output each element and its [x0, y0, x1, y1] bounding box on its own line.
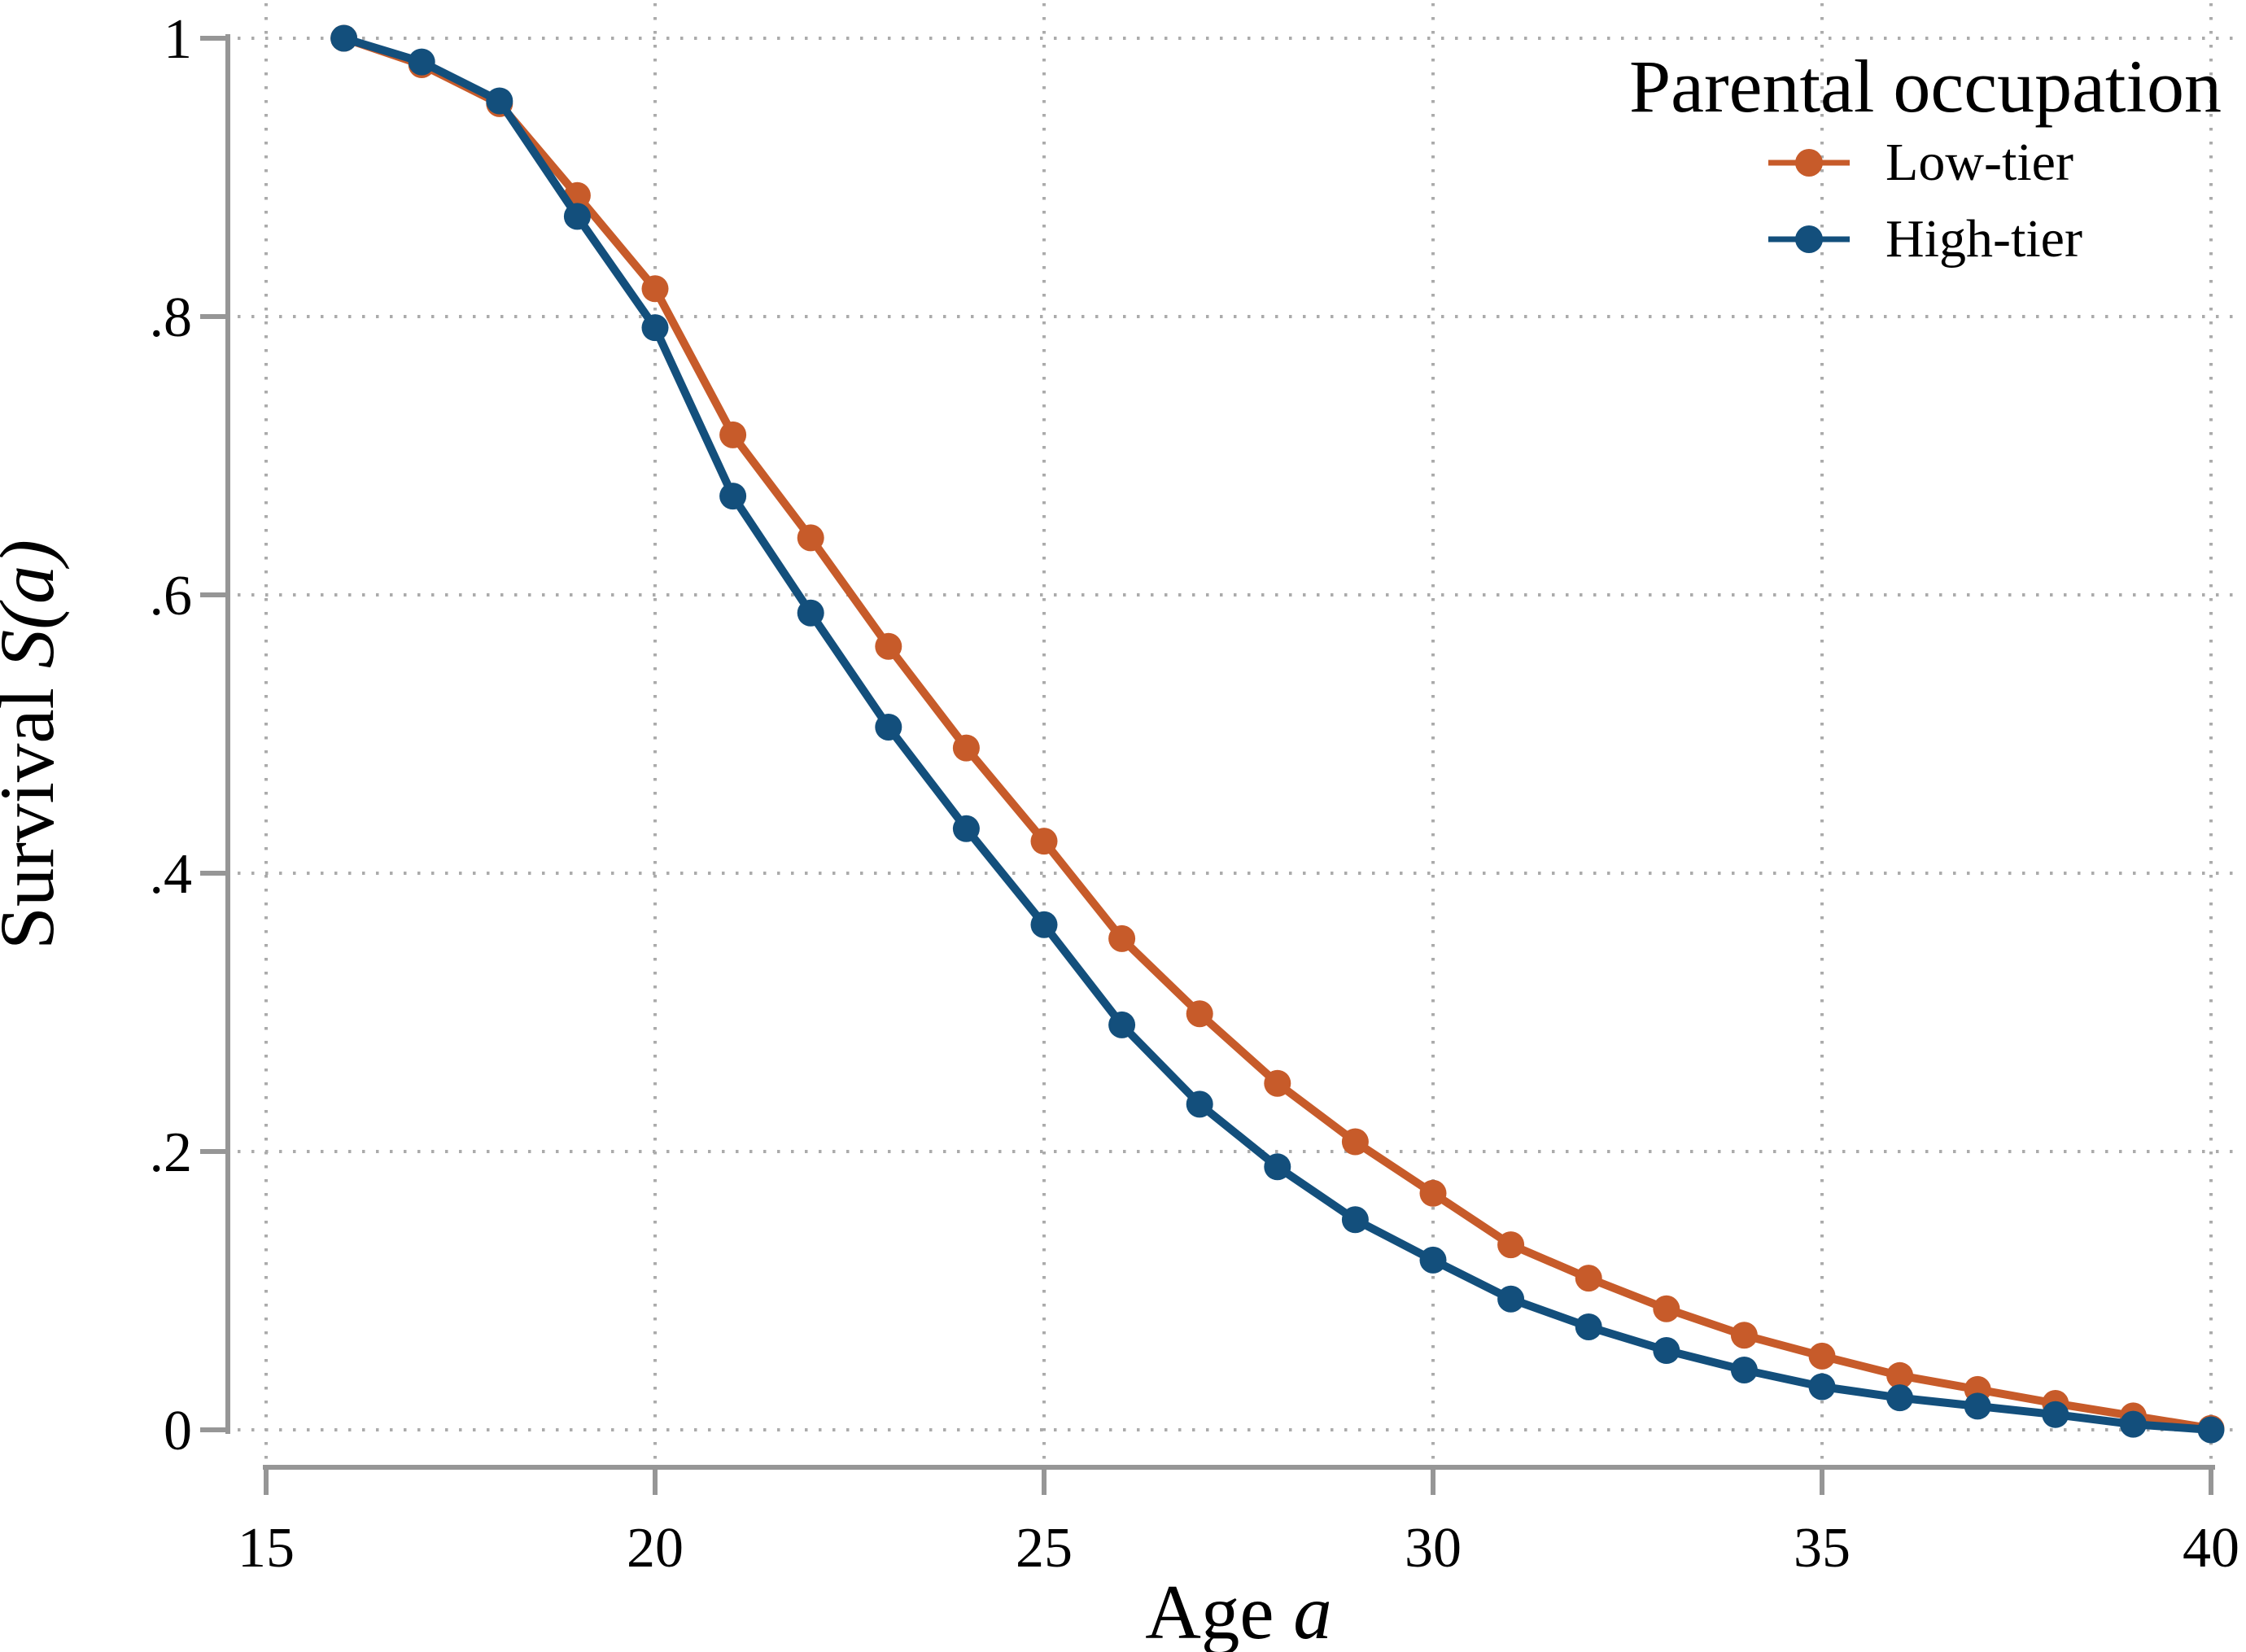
gridlines — [238, 3, 2239, 1464]
axes — [200, 34, 2215, 1495]
data-point-marker — [330, 24, 358, 52]
data-point-marker — [797, 524, 824, 552]
x-tick-label: 25 — [1016, 1517, 1073, 1580]
data-point-marker — [2119, 1410, 2147, 1438]
data-point-marker — [408, 48, 435, 76]
tick-labels: 0 .2 .4 .6 .8 1 15 20 25 30 35 40 — [150, 8, 2240, 1580]
data-point-marker — [1653, 1337, 1680, 1365]
data-point-marker — [875, 632, 902, 660]
data-point-marker — [2197, 1416, 2225, 1444]
data-point-marker — [1264, 1153, 1291, 1181]
data-point-marker — [1730, 1322, 1758, 1349]
legend-title: Parental occupation — [1628, 45, 2222, 128]
x-tick-label: 35 — [1794, 1517, 1851, 1580]
data-point-marker — [1730, 1356, 1758, 1383]
data-point-marker — [1341, 1206, 1369, 1234]
data-point-marker — [1186, 1090, 1213, 1118]
data-point-marker — [641, 275, 669, 303]
data-point-marker — [1186, 1000, 1213, 1028]
x-tick-label: 40 — [2183, 1517, 2239, 1580]
data-point-marker — [1886, 1384, 1914, 1412]
data-point-marker — [1030, 911, 1058, 938]
x-tick-label: 15 — [238, 1517, 295, 1580]
data-point-marker — [1030, 828, 1058, 855]
x-tick-label: 30 — [1405, 1517, 1462, 1580]
data-point-marker — [952, 734, 980, 762]
data-point-marker — [1341, 1128, 1369, 1156]
data-point-marker — [1264, 1069, 1291, 1097]
data-point-marker — [797, 599, 824, 627]
data-point-marker — [1886, 1361, 1914, 1389]
data-point-marker — [1653, 1295, 1680, 1322]
y-tick-label: .4 — [150, 843, 193, 906]
data-point-marker — [1575, 1313, 1602, 1340]
data-point-marker — [1108, 1011, 1136, 1038]
legend-label-low-tier: Low-tier — [1886, 133, 2073, 193]
data-point-marker — [1108, 924, 1136, 952]
data-point-marker — [952, 815, 980, 842]
high-tier-line-marker-icon — [1768, 225, 1851, 254]
data-point-marker — [875, 713, 902, 741]
legend: Parental occupation Low-tier High-tier — [1615, 45, 2235, 271]
y-tick-label: .2 — [150, 1121, 193, 1184]
y-tick-label: 0 — [164, 1400, 192, 1462]
legend-item-high-tier: High-tier — [1768, 208, 2082, 271]
data-point-marker — [719, 483, 747, 510]
legend-rows: Low-tier High-tier — [1768, 128, 2082, 271]
data-point-marker — [1497, 1231, 1525, 1259]
data-point-marker — [719, 421, 747, 448]
y-axis-title: Survival S(a) — [0, 540, 70, 950]
data-point-marker — [1575, 1265, 1602, 1292]
low-tier-line-marker-icon — [1768, 149, 1851, 177]
data-point-marker — [563, 203, 591, 230]
series-high-tier — [330, 24, 2225, 1444]
legend-item-low-tier: Low-tier — [1768, 131, 2082, 194]
data-point-marker — [1419, 1246, 1447, 1274]
data-point-marker — [1419, 1179, 1447, 1207]
data-point-marker — [1808, 1342, 1836, 1370]
y-tick-label: 1 — [164, 8, 192, 71]
legend-label-high-tier: High-tier — [1886, 209, 2082, 269]
data-point-marker — [2042, 1401, 2069, 1428]
y-tick-label: .8 — [150, 286, 193, 349]
data-point-marker — [486, 87, 513, 115]
x-tick-label: 20 — [627, 1517, 684, 1580]
data-point-marker — [641, 314, 669, 342]
x-axis-title: Age a — [1145, 1569, 1332, 1652]
y-tick-label: .6 — [150, 565, 193, 627]
data-point-marker — [1964, 1392, 1991, 1420]
data-point-marker — [1808, 1373, 1836, 1401]
data-point-marker — [1497, 1285, 1525, 1313]
